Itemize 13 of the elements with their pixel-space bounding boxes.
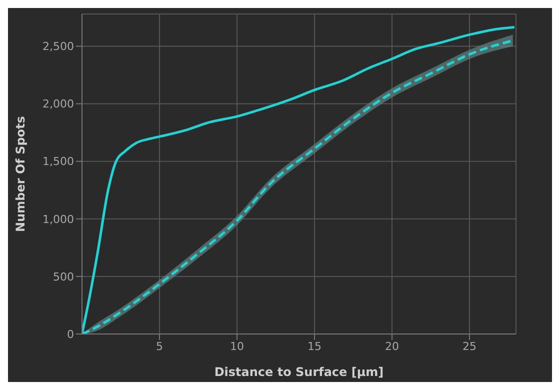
x-tick-label: 20	[385, 340, 399, 353]
y-tick-label: 1,000	[42, 212, 74, 226]
y-tick-label: 0	[67, 328, 74, 341]
y-tick-label: 2,000	[42, 98, 74, 111]
y-tick-label: 500	[53, 270, 74, 284]
x-tick-label: 10	[230, 340, 244, 353]
y-tick-label: 2,500	[42, 40, 74, 54]
x-tick-label: 25	[462, 340, 476, 353]
y-axis-title: Number Of Spots	[13, 116, 28, 232]
x-axis-title: Distance to Surface [µm]	[214, 365, 384, 379]
x-tick-label: 5	[156, 340, 163, 353]
y-tick-label: 1,500	[42, 155, 74, 168]
x-tick-label: 15	[308, 340, 322, 353]
